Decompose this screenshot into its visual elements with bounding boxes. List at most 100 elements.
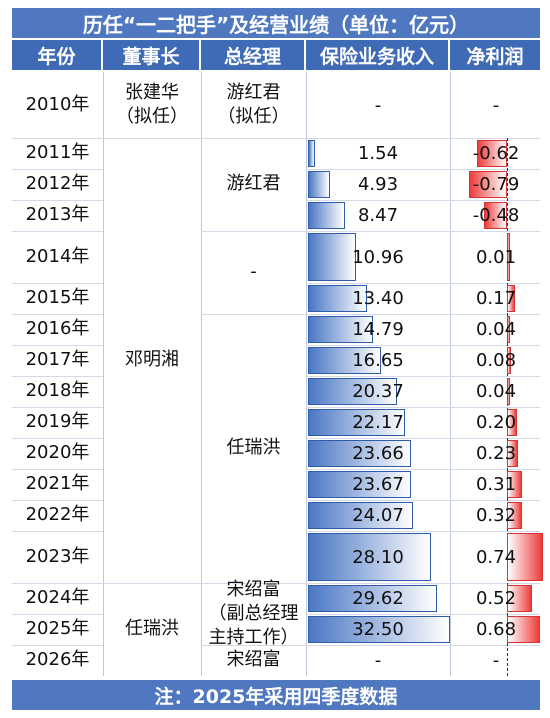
column-divider [306, 72, 307, 676]
net-profit-bar [507, 585, 532, 612]
revenue-value: 32.50 [352, 619, 404, 640]
revenue-value: 22.17 [352, 412, 404, 433]
revenue-bar [308, 347, 381, 374]
row-divider [306, 531, 540, 532]
chairman-name: 邓明湘 [125, 349, 179, 371]
row-divider [12, 314, 103, 315]
revenue-bar [308, 502, 414, 529]
row-divider [306, 500, 540, 501]
net-profit-bar [483, 202, 507, 229]
column-divider [450, 72, 451, 676]
row-divider [306, 314, 540, 315]
revenue-bar [308, 316, 373, 343]
row-divider [306, 231, 540, 232]
row-divider [12, 438, 103, 439]
net-profit-bar [507, 533, 543, 581]
year-label: 2019年 [25, 411, 90, 433]
chairman-name: 任瑞洪 [125, 618, 179, 640]
year-label: 2026年 [25, 649, 90, 671]
net-profit-value: 0.32 [475, 505, 517, 526]
revenue-value: 8.47 [357, 205, 399, 226]
manager-name: 游红君 [226, 173, 281, 195]
revenue-bar [308, 471, 412, 498]
row-divider [12, 531, 103, 532]
group-divider [201, 645, 306, 646]
year-label: 2025年 [25, 618, 90, 640]
net-profit-value: 0.04 [475, 381, 517, 402]
row-divider [12, 138, 103, 139]
header-manager: 总经理 [201, 40, 306, 70]
year-label: 2010年 [25, 93, 90, 115]
net-profit-bar [507, 378, 510, 405]
row-divider [306, 614, 540, 615]
year-label: 2014年 [25, 245, 90, 267]
net-profit-bar [477, 140, 507, 167]
row-divider [12, 345, 103, 346]
net-profit-value: -0.62 [472, 143, 520, 164]
row-divider [306, 283, 540, 284]
row-divider [12, 500, 103, 501]
revenue-value: 29.62 [352, 588, 404, 609]
manager-name: 任瑞洪 [226, 437, 281, 459]
revenue-value: 20.37 [352, 381, 404, 402]
footnote: 注：2025年采用四季度数据 [12, 680, 540, 710]
year-label: 2012年 [25, 173, 90, 195]
revenue-value: 10.96 [352, 246, 404, 268]
net-profit-bar [469, 171, 507, 198]
year-label: 2011年 [25, 142, 90, 164]
row-divider [12, 469, 103, 470]
net-profit-bar [507, 316, 510, 343]
revenue-bar [308, 233, 356, 281]
revenue-bar [308, 616, 450, 643]
header-revenue: 保险业务收入 [306, 40, 450, 70]
net-profit-bar [507, 471, 522, 498]
row-divider [12, 614, 103, 615]
revenue-bar [308, 378, 397, 405]
revenue-value: 13.40 [352, 288, 404, 309]
row-divider [12, 169, 103, 170]
revenue-bar [308, 409, 405, 436]
row-divider [306, 200, 540, 201]
revenue-bar [308, 285, 367, 312]
revenue-value: 23.66 [352, 443, 404, 464]
net-profit-bar [507, 233, 510, 281]
revenue-value: 24.07 [352, 505, 404, 526]
net-profit-value: -0.79 [472, 174, 520, 195]
year-label: 2020年 [25, 442, 90, 464]
manager-name: - [250, 261, 257, 283]
row-divider [306, 376, 540, 377]
manager-name: 游红君 （拟任） [217, 81, 290, 127]
revenue-value: 1.54 [357, 143, 399, 164]
net-profit-value: 0.08 [475, 350, 517, 371]
year-label: 2023年 [25, 545, 90, 567]
net-profit-value: - [492, 94, 500, 116]
net-profit-value: 0.04 [475, 319, 517, 340]
revenue-value: 14.79 [352, 319, 404, 340]
row-divider [12, 376, 103, 377]
year-label: 2013年 [25, 204, 90, 226]
year-label: 2017年 [25, 349, 90, 371]
revenue-value: 28.10 [352, 546, 404, 568]
year-label: 2022年 [25, 504, 90, 526]
net-profit-value: 0.74 [475, 546, 517, 568]
year-label: 2015年 [25, 287, 90, 309]
group-divider [201, 231, 306, 232]
net-profit-value: 0.20 [475, 412, 517, 433]
group-divider [201, 583, 306, 584]
header-chairman: 董事长 [103, 40, 201, 70]
net-profit-value: 0.17 [475, 288, 517, 309]
row-divider [12, 283, 103, 284]
net-profit-value: 0.01 [475, 246, 517, 268]
revenue-bar [308, 533, 431, 581]
header-year: 年份 [12, 40, 103, 70]
manager-name: 宋绍富 [226, 649, 281, 671]
year-label: 2021年 [25, 473, 90, 495]
net-profit-value: 0.31 [475, 474, 517, 495]
table-header: 年份 董事长 总经理 保险业务收入 净利润 [12, 40, 540, 70]
year-label: 2016年 [25, 318, 90, 340]
row-divider [306, 438, 540, 439]
row-divider [306, 138, 540, 139]
row-divider [12, 645, 103, 646]
net-profit-bar [507, 440, 519, 467]
net-profit-value: 0.52 [475, 588, 517, 609]
